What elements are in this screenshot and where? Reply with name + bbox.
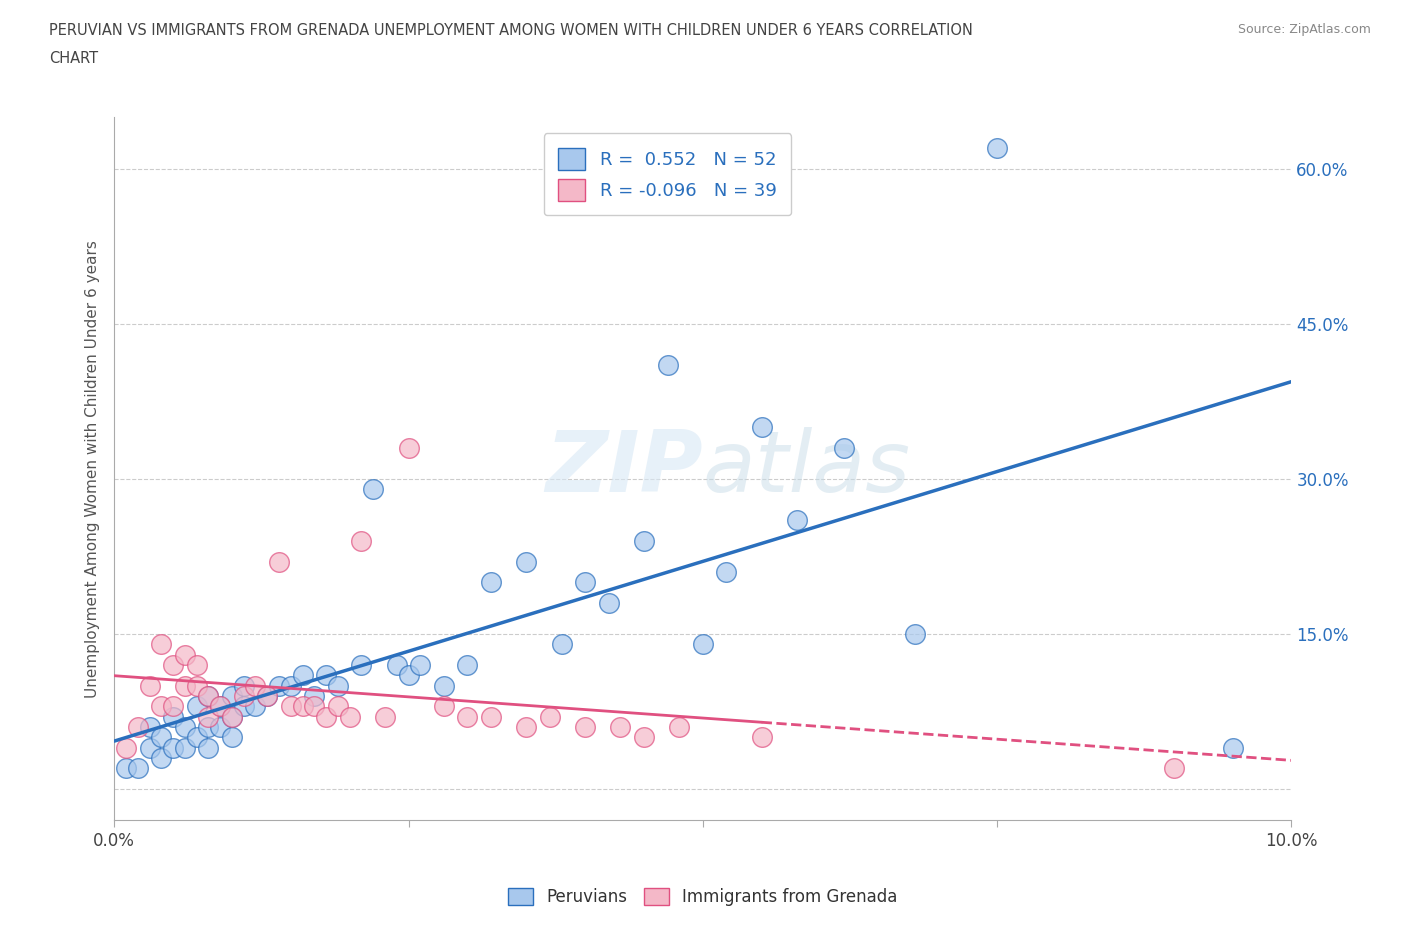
Point: [315, 668, 337, 683]
Point: [574, 720, 596, 735]
Point: [550, 637, 572, 652]
Point: [315, 710, 337, 724]
Point: [598, 595, 620, 610]
Point: [245, 699, 267, 714]
Point: [256, 688, 278, 703]
Point: [186, 699, 208, 714]
Point: [173, 647, 195, 662]
Point: [398, 441, 420, 456]
Point: [232, 678, 254, 693]
Point: [173, 720, 195, 735]
Point: [280, 699, 302, 714]
Point: [479, 575, 502, 590]
Point: [574, 575, 596, 590]
Point: [256, 688, 278, 703]
Text: atlas: atlas: [703, 427, 911, 511]
Text: PERUVIAN VS IMMIGRANTS FROM GRENADA UNEMPLOYMENT AMONG WOMEN WITH CHILDREN UNDER: PERUVIAN VS IMMIGRANTS FROM GRENADA UNEM…: [49, 23, 973, 38]
Point: [350, 534, 373, 549]
Point: [197, 710, 219, 724]
Point: [162, 658, 184, 672]
Point: [716, 565, 738, 579]
Point: [904, 627, 927, 642]
Point: [609, 720, 631, 735]
Point: [374, 710, 396, 724]
Point: [221, 710, 243, 724]
Point: [162, 740, 184, 755]
Y-axis label: Unemployment Among Women with Children Under 6 years: Unemployment Among Women with Children U…: [86, 240, 100, 698]
Point: [515, 554, 537, 569]
Point: [197, 740, 219, 755]
Point: [232, 688, 254, 703]
Point: [350, 658, 373, 672]
Point: [150, 730, 173, 745]
Point: [657, 358, 679, 373]
Point: [385, 658, 408, 672]
Point: [162, 699, 184, 714]
Point: [751, 420, 773, 435]
Point: [197, 688, 219, 703]
Point: [751, 730, 773, 745]
Point: [786, 513, 808, 528]
Point: [209, 699, 232, 714]
Point: [115, 761, 138, 776]
Point: [150, 751, 173, 765]
Point: [479, 710, 502, 724]
Legend: R =  0.552   N = 52, R = -0.096   N = 39: R = 0.552 N = 52, R = -0.096 N = 39: [544, 133, 792, 216]
Point: [197, 688, 219, 703]
Point: [127, 720, 149, 735]
Point: [433, 699, 456, 714]
Point: [173, 740, 195, 755]
Point: [221, 688, 243, 703]
Point: [221, 730, 243, 745]
Point: [361, 482, 384, 497]
Point: [339, 710, 361, 724]
Point: [115, 740, 138, 755]
Point: [456, 658, 478, 672]
Point: [267, 678, 290, 693]
Point: [186, 678, 208, 693]
Point: [668, 720, 690, 735]
Point: [186, 658, 208, 672]
Point: [267, 554, 290, 569]
Point: [291, 668, 314, 683]
Legend: Peruvians, Immigrants from Grenada: Peruvians, Immigrants from Grenada: [502, 881, 904, 912]
Point: [304, 699, 326, 714]
Point: [398, 668, 420, 683]
Point: [304, 688, 326, 703]
Point: [173, 678, 195, 693]
Point: [138, 678, 160, 693]
Point: [197, 720, 219, 735]
Point: [280, 678, 302, 693]
Point: [409, 658, 432, 672]
Point: [221, 710, 243, 724]
Point: [538, 710, 561, 724]
Point: [515, 720, 537, 735]
Point: [1163, 761, 1185, 776]
Point: [138, 740, 160, 755]
Point: [138, 720, 160, 735]
Point: [433, 678, 456, 693]
Point: [832, 441, 855, 456]
Point: [209, 720, 232, 735]
Point: [633, 534, 655, 549]
Point: [692, 637, 714, 652]
Point: [209, 699, 232, 714]
Point: [150, 699, 173, 714]
Point: [326, 699, 349, 714]
Point: [633, 730, 655, 745]
Point: [1222, 740, 1244, 755]
Point: [326, 678, 349, 693]
Text: Source: ZipAtlas.com: Source: ZipAtlas.com: [1237, 23, 1371, 36]
Text: ZIP: ZIP: [546, 427, 703, 511]
Point: [232, 699, 254, 714]
Point: [127, 761, 149, 776]
Point: [186, 730, 208, 745]
Point: [245, 678, 267, 693]
Point: [150, 637, 173, 652]
Point: [986, 140, 1008, 155]
Point: [291, 699, 314, 714]
Point: [162, 710, 184, 724]
Point: [456, 710, 478, 724]
Text: CHART: CHART: [49, 51, 98, 66]
